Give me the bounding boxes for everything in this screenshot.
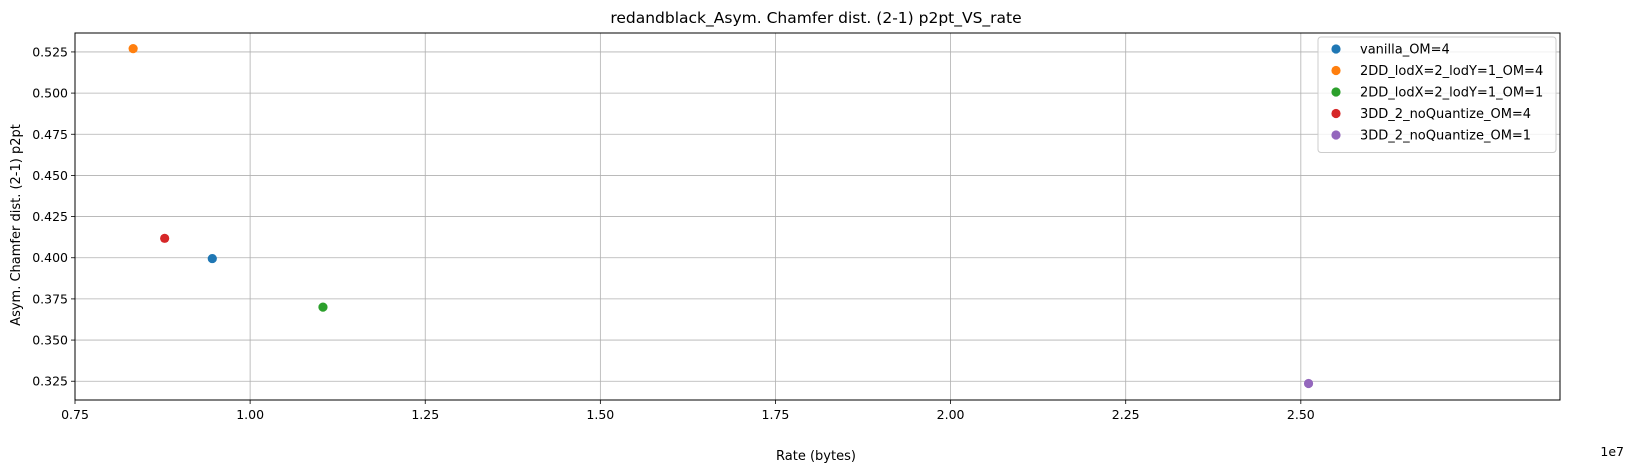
- y-axis-label: Asym. Chamfer dist. (2-1) p2pt: [9, 124, 24, 326]
- legend-label: vanilla_OM=4: [1360, 43, 1450, 58]
- data-point: [160, 233, 170, 243]
- legend-marker: [1331, 44, 1341, 54]
- axis-ticks: 0.75 1.00 1.25 1.50 1.75 2.00 2.25 2.50 0.325 0.3…: [32, 44, 1315, 422]
- legend: vanilla_OM=4 2DD_lodX=2_lodY=1_OM=4 2DD_lo…: [1317, 36, 1557, 153]
- data-point: [318, 302, 328, 312]
- legend-marker: [1331, 108, 1341, 119]
- x-tick-label: 2.00: [937, 407, 965, 422]
- data-points: [128, 44, 1314, 389]
- x-tick-label: 1.00: [236, 407, 264, 422]
- legend-label: 2DD_lodX=2_lodY=1_OM=1: [1360, 86, 1543, 101]
- y-tick-label: 0.475: [32, 127, 68, 142]
- x-tick-label: 1.25: [411, 407, 439, 422]
- y-tick-label: 0.500: [32, 86, 68, 101]
- legend-marker: [1331, 130, 1341, 140]
- legend-box: [1317, 36, 1557, 153]
- chart-title: redandblack_Asym. Chamfer dist. (2-1) p2…: [610, 9, 1021, 28]
- x-offset-label: 1e7: [1600, 444, 1624, 459]
- legend-marker: [1331, 65, 1341, 76]
- y-tick-label: 0.450: [32, 168, 68, 183]
- y-tick-label: 0.425: [32, 209, 68, 224]
- data-point: [1303, 378, 1314, 389]
- y-tick-label: 0.350: [32, 333, 68, 348]
- y-tick-label: 0.525: [32, 44, 68, 59]
- x-axis-label: Rate (bytes): [776, 449, 856, 464]
- x-tick-label: 2.25: [1112, 407, 1140, 422]
- y-tick-label: 0.375: [32, 291, 68, 306]
- legend-marker: [1331, 87, 1341, 97]
- legend-label: 2DD_lodX=2_lodY=1_OM=4: [1360, 64, 1543, 79]
- y-tick-label: 0.325: [32, 374, 68, 389]
- x-tick-label: 2.50: [1287, 407, 1315, 422]
- x-tick-label: 1.75: [762, 407, 790, 422]
- x-tick-label: 0.75: [61, 407, 89, 422]
- y-tick-label: 0.400: [32, 250, 68, 265]
- data-point: [207, 253, 217, 264]
- legend-label: 3DD_2_noQuantize_OM=1: [1360, 129, 1531, 144]
- grid: [74, 33, 1560, 400]
- legend-label: 3DD_2_noQuantize_OM=4: [1360, 107, 1531, 122]
- x-tick-label: 1.50: [586, 407, 614, 422]
- data-point: [128, 44, 138, 54]
